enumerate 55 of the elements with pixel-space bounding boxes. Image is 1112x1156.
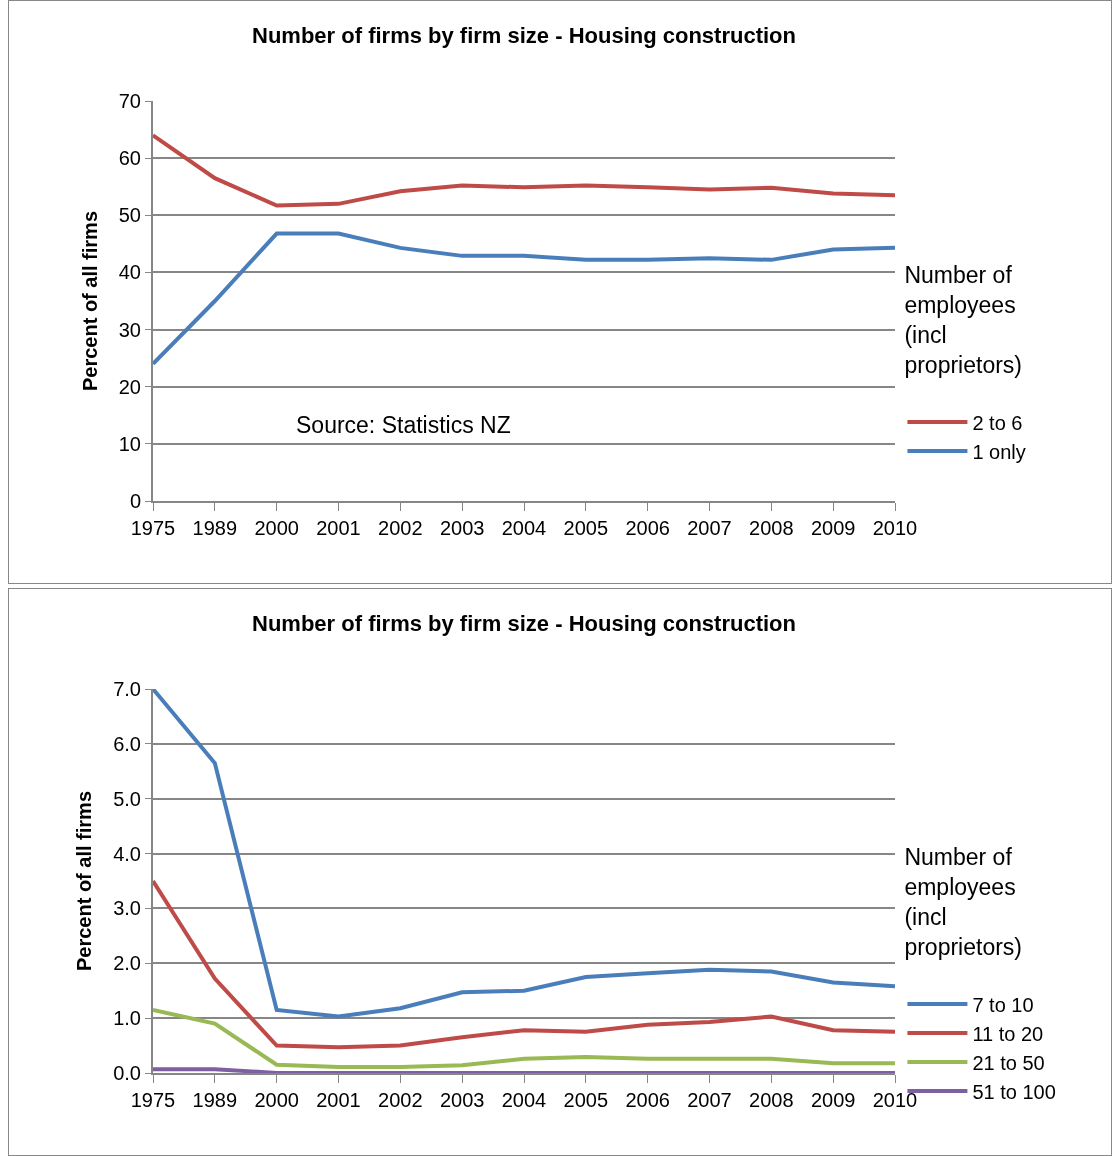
x-tick-label: 1989 [192, 1089, 238, 1111]
x-tick-label: 1975 [130, 1089, 176, 1111]
x-tick-label: 2008 [749, 517, 794, 539]
x-tick-label: 1989 [192, 517, 238, 539]
x-tick-label: 2009 [810, 1089, 856, 1111]
y-tick-label: 0.0 [113, 1062, 141, 1084]
x-tick-label: 2006 [625, 1089, 670, 1111]
y-tick-label: 3.0 [113, 897, 141, 920]
x-tick-label: 2006 [625, 517, 670, 539]
legend-label: 1 only [972, 440, 1026, 463]
x-tick-label: 2000 [254, 517, 299, 539]
y-tick-label: 1.0 [113, 1007, 141, 1030]
chart-title: Number of firms by firm size - Housing construction [252, 610, 796, 636]
x-tick-label: 2004 [501, 1089, 547, 1111]
y-tick-label: 30 [118, 318, 141, 341]
x-tick-label: 2003 [439, 1089, 485, 1111]
x-tick-label: 2008 [749, 1089, 794, 1111]
y-tick-label: 0 [129, 490, 141, 512]
x-tick-label: 2002 [378, 517, 423, 539]
x-tick-label: 2010 [872, 517, 918, 539]
x-tick-label: 2009 [810, 517, 856, 539]
x-tick-label: 2001 [316, 517, 361, 539]
annotation: Source: Statistics NZ [296, 412, 511, 438]
legend-label: 11 to 20 [972, 1022, 1044, 1045]
legend-label: 2 to 6 [972, 411, 1023, 434]
y-tick-label: 6.0 [113, 732, 141, 755]
x-tick-label: 2001 [316, 1089, 361, 1111]
chart-title: Number of firms by firm size - Housing construction [252, 22, 796, 48]
y-tick-label: 20 [118, 375, 141, 398]
x-tick-label: 2000 [254, 1089, 299, 1111]
x-tick-label: 2004 [501, 517, 547, 539]
legend-label: 21 to 50 [972, 1051, 1045, 1074]
x-tick-label: 2010 [872, 1089, 918, 1111]
y-tick-label: 7.0 [113, 678, 141, 700]
x-tick-label: 2005 [563, 517, 609, 539]
y-tick-label: 10 [118, 432, 141, 455]
y-tick-label: 2.0 [113, 952, 141, 975]
legend-label: 51 to 100 [972, 1080, 1056, 1103]
legend-title: Number of employees (incl proprietors) [904, 261, 1023, 378]
x-tick-label: 2005 [563, 1089, 609, 1111]
x-tick-label: 2003 [439, 517, 485, 539]
y-tick-label: 4.0 [113, 842, 141, 865]
legend-title: Number of employees (incl proprietors) [904, 843, 1023, 960]
y-tick-label: 5.0 [113, 787, 141, 810]
y-axis-title: Percent of all firms [73, 790, 96, 972]
x-tick-label: 1975 [130, 517, 176, 539]
x-tick-label: 2002 [378, 1089, 423, 1111]
y-tick-label: 40 [118, 261, 141, 284]
x-tick-label: 2007 [687, 1089, 732, 1111]
y-axis-title: Percent of all firms [78, 210, 101, 392]
y-tick-label: 70 [118, 90, 141, 112]
x-tick-label: 2007 [687, 517, 732, 539]
y-tick-label: 50 [118, 204, 141, 227]
y-tick-label: 60 [118, 147, 141, 170]
legend-label: 7 to 10 [972, 993, 1034, 1016]
